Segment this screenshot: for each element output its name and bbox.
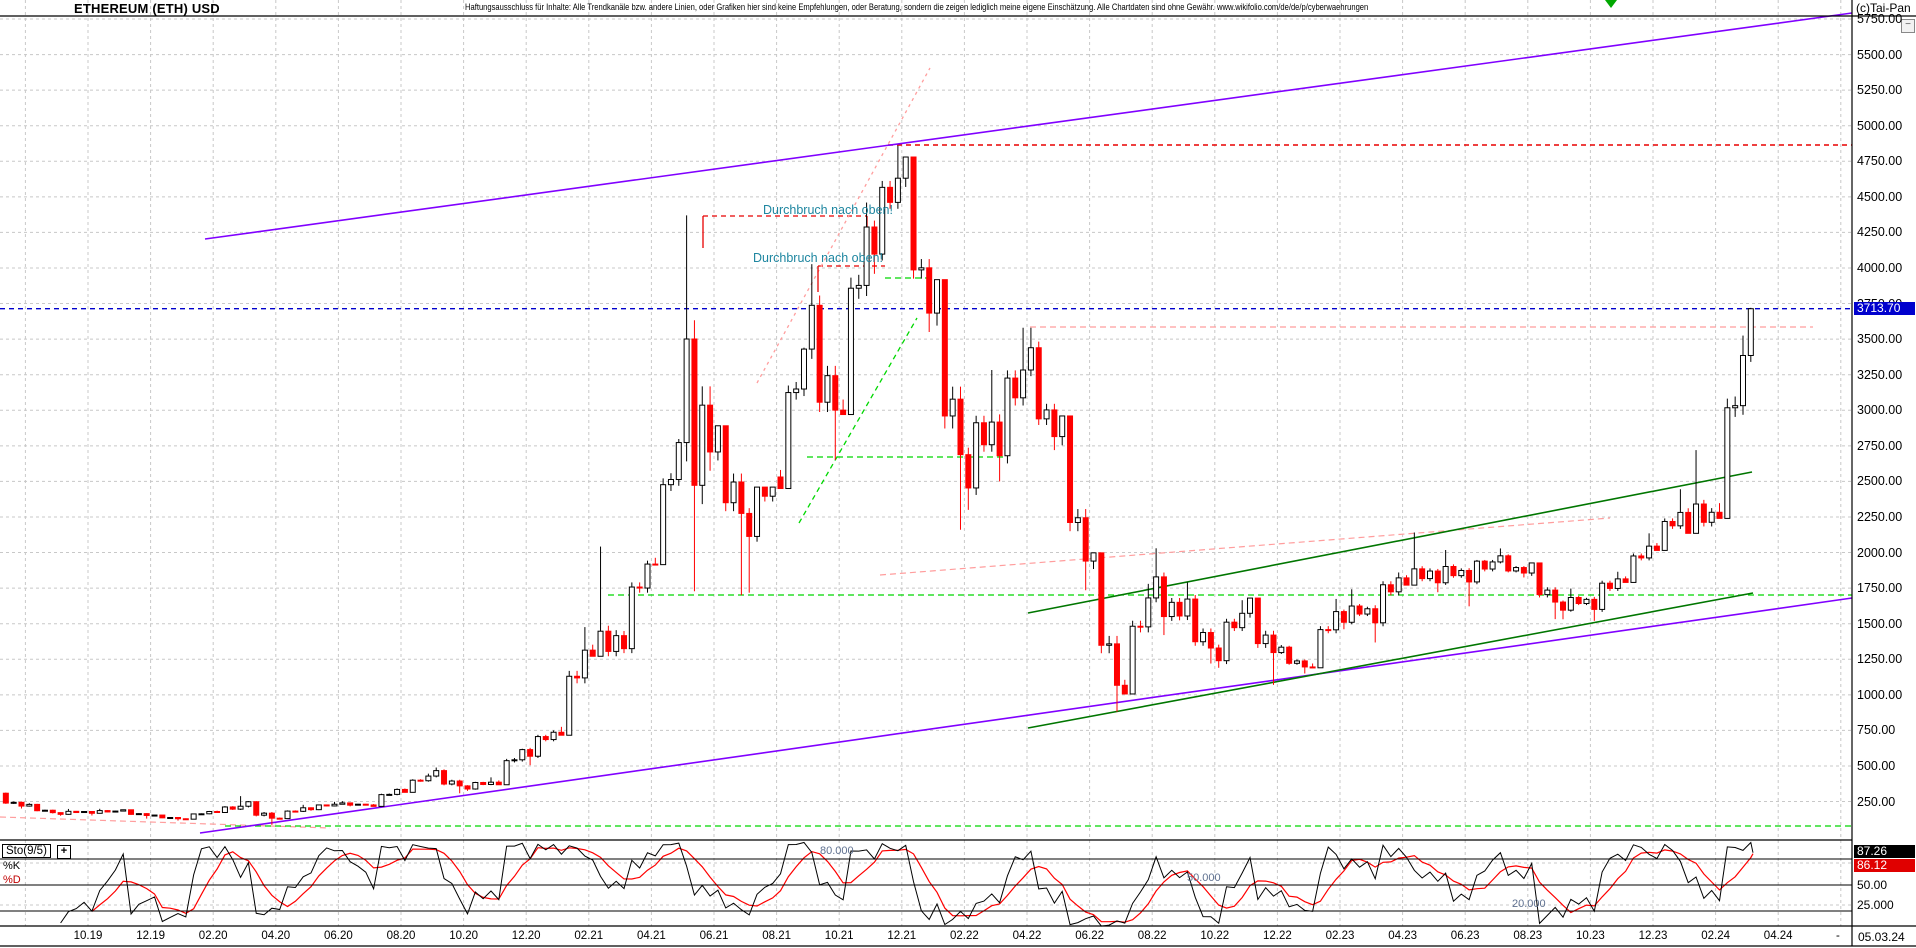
y-axis-label: 5500.00 bbox=[1857, 47, 1903, 62]
x-axis-label: 04.23 bbox=[1388, 930, 1417, 942]
x-axis-label: 10.21 bbox=[824, 930, 854, 942]
y-axis-label: 4500.00 bbox=[1857, 189, 1903, 204]
x-axis-label: 12.22 bbox=[1263, 930, 1292, 942]
breakout-annotation-text: Durchbruch nach oben! bbox=[753, 251, 883, 265]
y-axis-label: 2250.00 bbox=[1857, 509, 1903, 524]
d-line-label: %D bbox=[3, 874, 21, 886]
y-axis-label: 2500.00 bbox=[1857, 474, 1903, 489]
x-axis-label: 02.21 bbox=[574, 930, 604, 942]
y-axis-label: 1750.00 bbox=[1857, 581, 1903, 596]
x-axis-label: 06.23 bbox=[1450, 930, 1480, 942]
x-axis-label: 04.21 bbox=[637, 930, 666, 942]
x-axis-label: 02.23 bbox=[1325, 930, 1355, 942]
y-axis-label: 3250.00 bbox=[1857, 367, 1903, 382]
y-axis-label: 1250.00 bbox=[1857, 652, 1903, 667]
sto-level-value-label: 20.000 bbox=[1512, 898, 1546, 910]
axis-dash-label: - bbox=[1836, 930, 1840, 942]
x-axis-label: 02.20 bbox=[198, 930, 228, 942]
x-axis-label: 08.22 bbox=[1137, 930, 1167, 942]
y-axis-label: 2750.00 bbox=[1857, 438, 1903, 453]
y-axis-label: 4000.00 bbox=[1857, 260, 1903, 275]
x-axis-label: 02.24 bbox=[1701, 930, 1730, 942]
x-axis-label: 10.22 bbox=[1200, 930, 1230, 942]
x-axis-label: 02.22 bbox=[950, 930, 979, 942]
y-axis-label: 750.00 bbox=[1857, 723, 1896, 738]
sto-level-value-label: 80.000 bbox=[820, 845, 854, 857]
y-axis-label: 4750.00 bbox=[1857, 154, 1903, 169]
sto-scale-lower: 25.000 bbox=[1857, 898, 1894, 912]
x-axis-label: 04.22 bbox=[1012, 930, 1042, 942]
page-title: ETHEREUM (ETH) USD bbox=[74, 1, 220, 16]
y-axis-label: 5750.00 bbox=[1857, 12, 1903, 26]
marker-triangle-icon bbox=[1605, 0, 1617, 8]
x-axis-label: 08.21 bbox=[762, 930, 791, 942]
y-axis-label: 2000.00 bbox=[1857, 545, 1903, 560]
indicator-label[interactable]: Sto(9/5) bbox=[2, 844, 51, 858]
y-axis-label: 250.00 bbox=[1857, 794, 1896, 809]
y-axis-label: 5250.00 bbox=[1857, 83, 1903, 98]
k-line-label: %K bbox=[3, 860, 21, 872]
disclaimer-text: Haftungsausschluss für Inhalte: Alle Tre… bbox=[465, 2, 1369, 13]
d-value-badge: 86.12 bbox=[1854, 859, 1915, 872]
x-axis-label: 06.20 bbox=[324, 930, 353, 942]
k-value-badge: 87.26 bbox=[1854, 845, 1915, 858]
y-axis-label: 1000.00 bbox=[1857, 687, 1903, 702]
x-axis-label: 12.21 bbox=[887, 930, 917, 942]
breakout-annotation-text: Durchbruch nach oben! bbox=[763, 203, 893, 217]
x-axis-label: 10.19 bbox=[73, 930, 103, 942]
x-axis-label: 04.24 bbox=[1763, 930, 1793, 942]
sto-scale-upper: 50.00 bbox=[1857, 878, 1888, 892]
x-axis-label: 06.22 bbox=[1075, 930, 1104, 942]
y-axis-label: 3500.00 bbox=[1857, 332, 1903, 347]
collapse-scale-icon[interactable]: − bbox=[1901, 19, 1915, 33]
x-axis-label: 06.21 bbox=[699, 930, 729, 942]
plus-box-icon[interactable]: + bbox=[57, 845, 71, 859]
x-axis-label: 12.23 bbox=[1638, 930, 1668, 942]
y-axis-label: 3000.00 bbox=[1857, 403, 1903, 418]
x-axis-label: 04.20 bbox=[261, 930, 291, 942]
y-axis-label: 4250.00 bbox=[1857, 225, 1903, 240]
x-axis-label: 12.19 bbox=[136, 930, 165, 942]
x-axis-label: 10.20 bbox=[449, 930, 478, 942]
y-axis-label: 1500.00 bbox=[1857, 616, 1903, 631]
y-axis-label: 5000.00 bbox=[1857, 118, 1903, 133]
x-axis-label: 08.20 bbox=[386, 930, 416, 942]
copyright-label: (c)Tai-Pan bbox=[1856, 1, 1911, 15]
current-date-label: 05.03.24 bbox=[1858, 930, 1905, 944]
x-axis-label: 12.20 bbox=[511, 930, 541, 942]
y-axis-label: 500.00 bbox=[1857, 758, 1896, 773]
x-axis-label: 10.23 bbox=[1576, 930, 1605, 942]
sto-level-value-label: 50.000 bbox=[1187, 872, 1221, 884]
current-price-badge: 3713.70 bbox=[1854, 302, 1915, 315]
x-axis-label: 08.23 bbox=[1513, 930, 1543, 942]
